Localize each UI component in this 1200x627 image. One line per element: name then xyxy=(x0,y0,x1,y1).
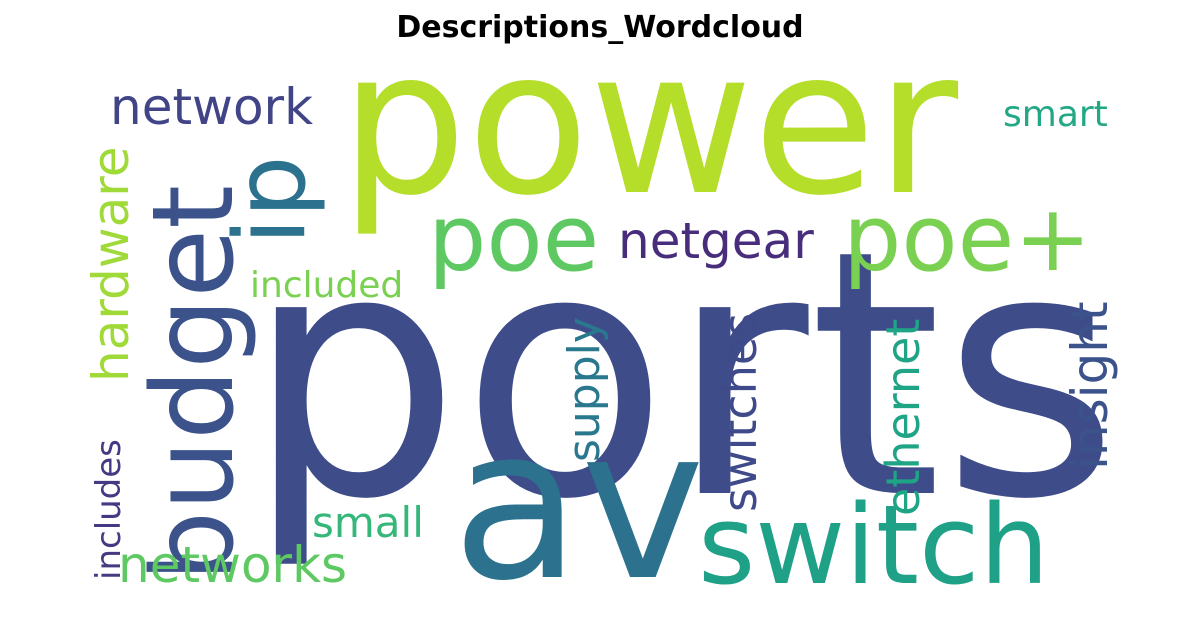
word-supply: supply xyxy=(559,317,610,462)
word-smart: smart xyxy=(1003,94,1108,135)
word-ports: ports xyxy=(245,178,1120,574)
word-insight: insight xyxy=(1061,301,1119,470)
word-cloud: power ports av switch budget ip poe poe+… xyxy=(82,7,1120,610)
word-included: included xyxy=(250,265,404,306)
word-power: power xyxy=(340,7,959,240)
word-small: small xyxy=(312,498,424,547)
word-network: network xyxy=(110,78,314,136)
word-ip: ip xyxy=(214,155,328,245)
word-switch: switch xyxy=(698,481,1050,609)
word-poe: poe xyxy=(428,185,600,292)
word-switches: switches xyxy=(713,312,767,512)
word-av: av xyxy=(452,382,705,627)
chart-title: Descriptions_Wordcloud xyxy=(396,10,804,45)
word-hardware: hardware xyxy=(82,146,140,383)
word-poe-plus: poe+ xyxy=(843,185,1092,292)
word-netgear: netgear xyxy=(618,212,814,270)
word-networks: networks xyxy=(118,536,348,594)
word-ethernet: ethernet xyxy=(876,318,930,516)
